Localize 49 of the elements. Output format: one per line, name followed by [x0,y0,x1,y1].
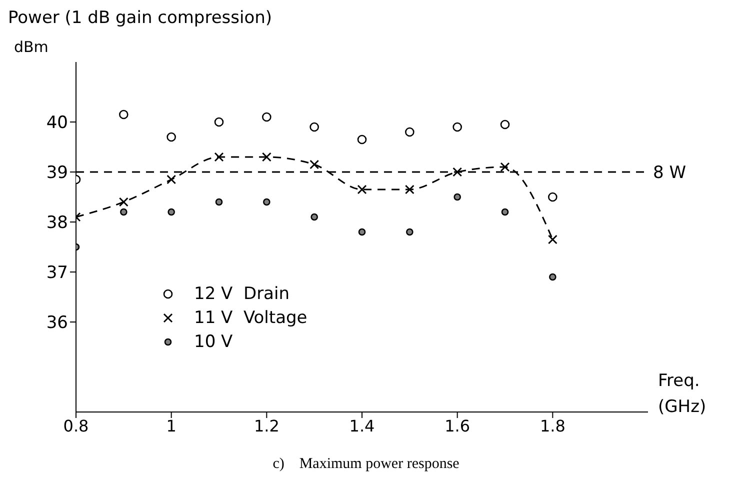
point [548,234,558,244]
point [500,120,510,130]
ref-line-label: 8 W [653,163,686,184]
y-tick-label: 36 [46,313,68,334]
point [357,184,367,194]
point [357,134,367,144]
point [310,122,319,132]
point [168,208,175,216]
point [215,198,223,206]
x-tick-label: 1.2 [254,416,280,436]
point [263,198,270,206]
point [549,273,556,281]
x-tick-label: 0.8 [63,416,89,436]
y-tick-label: 40 [46,113,68,134]
text: c) Maximum power response [272,456,460,473]
point [214,117,224,127]
point [406,228,414,236]
x-tick-label: 1.8 [540,416,566,436]
y-tick-label: 37 [46,263,68,284]
point [501,208,509,216]
point [310,213,318,221]
y-axis-title: dBm [14,38,48,56]
point [404,184,414,194]
point [262,152,272,162]
point [166,132,176,142]
point [119,110,128,120]
y-tick-label: 38 [46,213,68,234]
legend-label: 11 V Voltage [194,308,308,328]
point [405,127,414,137]
point [454,193,461,201]
chart-title: Power (1 dB gain compression) [8,8,272,28]
point [214,152,224,162]
x-tick-label: 1.4 [349,416,375,436]
point [262,112,272,122]
legend-label: 10 V [194,332,233,352]
point [166,174,176,184]
point [452,167,462,177]
point [452,122,462,132]
x-tick-label: 1 [166,416,176,436]
x-tick-label: 1.6 [444,416,470,436]
legend-label: 12 V Drain [194,284,290,304]
point [358,228,366,236]
point [120,208,128,216]
point [548,192,558,202]
x-axis-title: Freq. (GHz) [658,370,708,419]
point [500,162,510,172]
point [118,197,128,207]
point [310,160,320,170]
y-tick-label: 39 [46,163,68,184]
